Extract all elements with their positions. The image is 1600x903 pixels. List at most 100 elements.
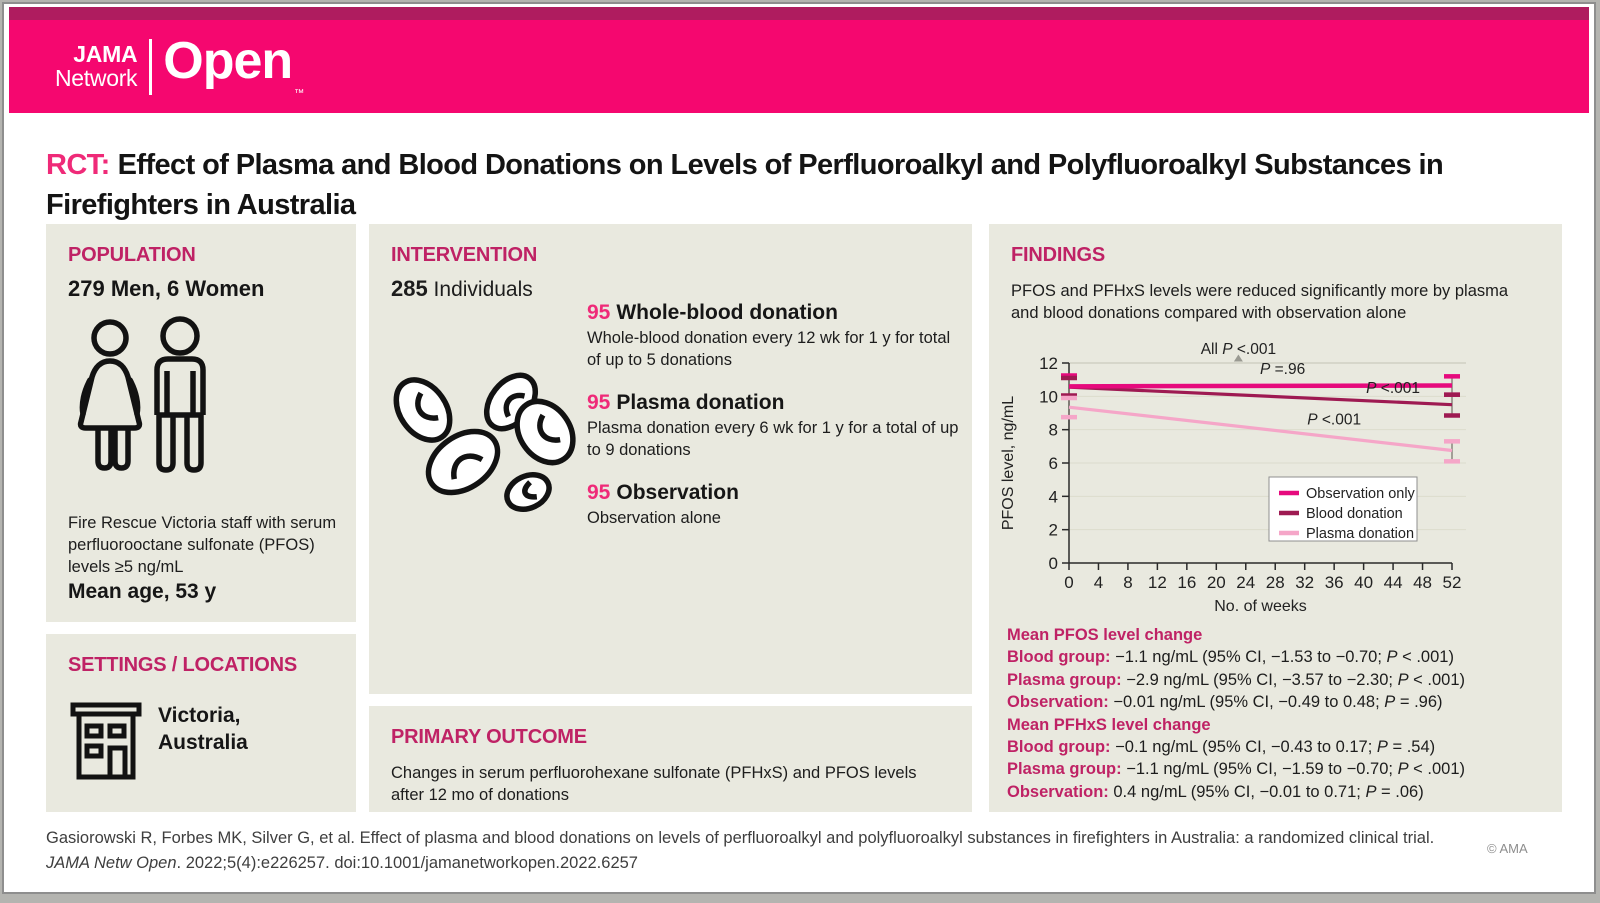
x-tick-label: 12 (1148, 573, 1167, 592)
arm-label: Observation (616, 481, 739, 504)
population-panel: POPULATION 279 Men, 6 Women Fire Resc (46, 224, 356, 622)
stat-label: Plasma group: (1007, 760, 1122, 779)
x-tick-label: 4 (1094, 573, 1103, 592)
y-tick-label: 4 (1049, 487, 1058, 506)
blood-cells-icon (393, 372, 576, 512)
legend-label: Plasma donation (1306, 526, 1414, 542)
arm-description: Whole-blood donation every 12 wk for 1 y… (587, 329, 951, 369)
stat-line: Plasma group: −2.9 ng/mL (95% CI, −3.57 … (1007, 669, 1465, 691)
arm-count: 95 (587, 301, 611, 324)
stat-label: Observation: (1007, 782, 1109, 801)
y-tick-label: 0 (1049, 554, 1058, 573)
y-axis-label: PFOS level, ng/mL (1000, 396, 1017, 530)
arm-label: Whole-blood donation (616, 301, 838, 324)
p-value-annotation: P <.001 (1366, 380, 1420, 397)
intervention-arm: 95 Whole-blood donation Whole-blood donat… (587, 300, 963, 371)
x-axis-label: No. of weeks (1214, 598, 1306, 614)
x-tick-label: 20 (1207, 573, 1226, 592)
settings-panel: SETTINGS / LOCATIONS Victoria, Australia (46, 634, 356, 812)
series-line (1068, 385, 1453, 407)
stat-line: Observation: 0.4 ng/mL (95% CI, −0.01 to… (1007, 781, 1465, 803)
findings-stats: Mean PFOS level change Blood group: −1.1 … (1007, 624, 1465, 803)
man-icon (154, 316, 206, 473)
intervention-heading: INTERVENTION (391, 244, 538, 266)
stat-line: Observation: −0.01 ng/mL (95% CI, −0.49 … (1007, 691, 1465, 713)
primary-outcome-panel: PRIMARY OUTCOME Changes in serum perfluo… (369, 706, 972, 812)
primary-outcome-heading: PRIMARY OUTCOME (391, 726, 587, 748)
brand-network: Network (55, 65, 138, 91)
stat-line: Blood group: −1.1 ng/mL (95% CI, −1.53 t… (1007, 646, 1465, 668)
arm-count: 95 (587, 391, 611, 414)
intervention-count-label: Individuals (427, 278, 533, 301)
page-title: RCT: Effect of Plasma and Blood Donations… (46, 145, 1546, 225)
citation: Gasiorowski R, Forbes MK, Silver G, et a… (46, 826, 1436, 876)
series-line (1068, 383, 1453, 389)
x-tick-label: 36 (1325, 573, 1344, 592)
citation-journal: JAMA Netw Open (46, 854, 177, 872)
stat-value: −1.1 ng/mL (95% CI, −1.59 to −0.70; P < … (1121, 760, 1465, 779)
chart-legend-box (1268, 476, 1418, 542)
stat-label: Plasma group: (1007, 670, 1122, 689)
population-description: Fire Rescue Victoria staff with serum pe… (68, 514, 337, 576)
population-heading: POPULATION (68, 244, 196, 266)
population-count: 279 Men, 6 Women (68, 276, 265, 301)
citation-doi: . 2022;5(4):e226257. doi:10.1001/jamanet… (176, 854, 638, 872)
stat-value: −0.1 ng/mL (95% CI, −0.43 to 0.17; P = .… (1110, 738, 1436, 757)
citation-text: Gasiorowski R, Forbes MK, Silver G, et a… (46, 829, 1435, 847)
x-tick-label: 0 (1064, 573, 1073, 592)
stat-heading: Mean PFHxS level change (1007, 715, 1211, 734)
stat-line: Blood group: −0.1 ng/mL (95% CI, −0.43 t… (1007, 736, 1465, 758)
stat-label: Observation: (1007, 693, 1109, 712)
primary-outcome-text: Changes in serum perfluorohexane sulfona… (391, 764, 917, 804)
arm-description: Plasma donation every 6 wk for 1 y for a… (587, 419, 959, 459)
settings-heading: SETTINGS / LOCATIONS (68, 654, 297, 676)
woman-icon (77, 319, 143, 471)
brand-open: Open (163, 32, 293, 90)
x-tick-label: 32 (1295, 573, 1314, 592)
findings-heading: FINDINGS (1011, 244, 1105, 266)
y-tick-label: 8 (1049, 421, 1058, 440)
p-value-annotation: P =.96 (1260, 361, 1305, 378)
stat-value: −2.9 ng/mL (95% CI, −3.57 to −2.30; P < … (1121, 670, 1465, 689)
intervention-arm: 95 Plasma donation Plasma donation every … (587, 390, 963, 461)
p-value-annotation: P <.001 (1307, 412, 1361, 429)
x-tick-label: 52 (1443, 573, 1462, 592)
x-tick-label: 8 (1123, 573, 1132, 592)
header-top-strip (9, 7, 1589, 20)
stat-line: Plasma group: −1.1 ng/mL (95% CI, −1.59 … (1007, 758, 1465, 780)
intervention-count: 285 (391, 276, 428, 301)
brand-trademark: ™ (294, 88, 304, 99)
x-tick-label: 48 (1413, 573, 1432, 592)
jama-network-open-logo: JAMA Network Open™ (55, 32, 304, 99)
x-tick-label: 16 (1177, 573, 1196, 592)
p-value-annotation: All P <.001 (1201, 341, 1276, 358)
y-tick-label: 10 (1039, 387, 1058, 406)
brand-jama: JAMA (73, 41, 138, 68)
findings-summary: PFOS and PFHxS levels were reduced signi… (1011, 282, 1509, 322)
x-tick-label: 40 (1354, 573, 1373, 592)
y-tick-label: 6 (1049, 454, 1058, 473)
brand-divider (149, 39, 153, 95)
woman-man-icon (77, 316, 206, 473)
stat-value: −1.1 ng/mL (95% CI, −1.53 to −0.70; P < … (1110, 648, 1454, 667)
building-icon (70, 702, 142, 780)
stat-value: 0.4 ng/mL (95% CI, −0.01 to 0.71; P = .0… (1108, 782, 1424, 801)
stat-value: −0.01 ng/mL (95% CI, −0.49 to 0.48; P = … (1108, 693, 1443, 712)
arm-description: Observation alone (587, 509, 721, 527)
intervention-arms: 95 Whole-blood donation Whole-blood donat… (587, 300, 963, 548)
x-tick-label: 28 (1266, 573, 1285, 592)
legend-label: Blood donation (1306, 506, 1403, 522)
intervention-panel: INTERVENTION 285 Individuals (369, 224, 972, 694)
legend-label: Observation only (1306, 486, 1416, 502)
series-line (1068, 405, 1453, 453)
stat-label: Blood group: (1007, 738, 1111, 757)
arm-label: Plasma donation (616, 391, 785, 414)
copyright-ama: © AMA (1487, 841, 1528, 856)
stat-heading: Mean PFOS level change (1007, 626, 1203, 644)
title-rct-tag: RCT: (46, 149, 110, 182)
x-tick-label: 24 (1236, 573, 1255, 592)
y-tick-label: 12 (1039, 354, 1058, 373)
header-band: JAMA Network Open™ (9, 20, 1589, 113)
